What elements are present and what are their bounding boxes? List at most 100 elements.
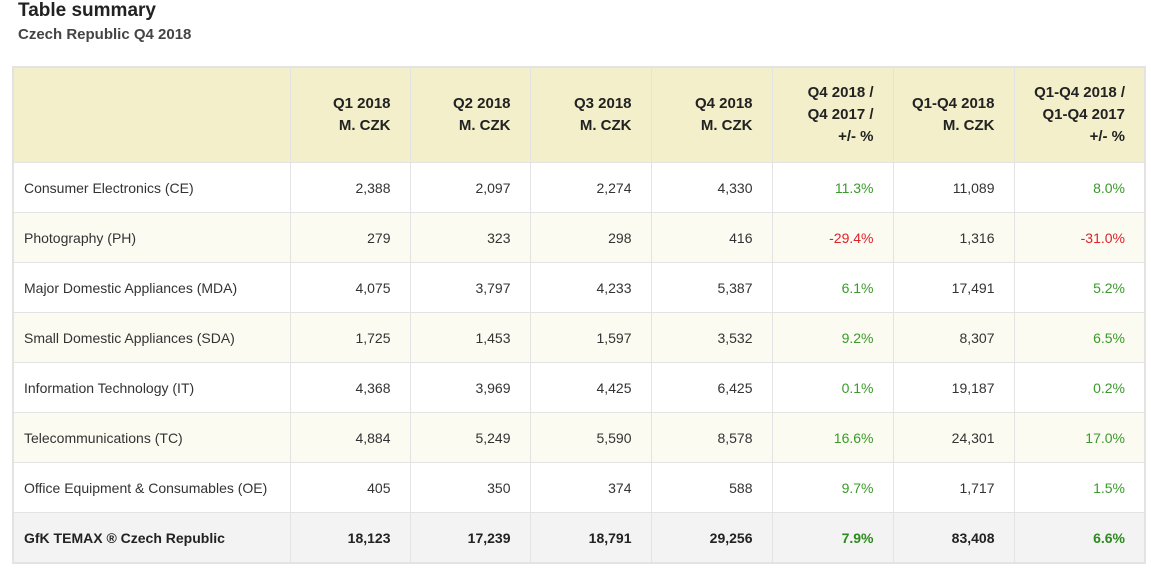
column-header-q3-2018: Q3 2018 M. CZK — [529, 66, 652, 163]
cell-q4-yoy-change: 16.6% — [771, 412, 894, 463]
column-header-text: Q4 2017 / — [807, 106, 874, 123]
cell-q2-2018: 1,453 — [409, 312, 531, 363]
cell-q2-2018: 5,249 — [409, 412, 531, 463]
table-row: Photography (PH) 279 323 298 416 -29.4% 1,316-… — [12, 212, 1146, 263]
cell-q4-yoy-change: -29.4% — [771, 212, 894, 263]
cell-q4-yoy-change: 9.2% — [771, 312, 894, 363]
cell-q1-q4-yoy-change: 0.2% — [1013, 362, 1146, 413]
column-header-text: Q1-Q4 2017 — [1042, 106, 1125, 123]
column-header-text: Q4 2018 / — [807, 84, 874, 101]
cell-q3-2018: 5,590 — [529, 412, 652, 463]
column-header-text: +/- % — [838, 128, 874, 145]
cell-q2-2018: 350 — [409, 462, 531, 513]
summary-table: Q1 2018 M. CZK Q2 2018 M. CZK Q3 2018 M. CZK Q… — [12, 66, 1146, 564]
cell-q1-q4-yoy-change: -31.0% — [1013, 212, 1146, 263]
column-header-text: M. CZK — [942, 117, 995, 134]
page-title: Table summary — [18, 0, 156, 21]
column-header-text: +/- % — [1089, 128, 1125, 145]
cell-q1-q4-yoy-change: 8.0% — [1013, 162, 1146, 213]
cell-q2-2018: 323 — [409, 212, 531, 263]
table-row: Consumer Electronics (CE) 2,388 2,097 2,274… — [12, 162, 1146, 213]
column-header-text: M. CZK — [700, 117, 753, 134]
cell-q4-yoy-change: 9.7% — [771, 462, 894, 513]
cell-q4-2018: 8,578 — [650, 412, 773, 463]
cell-q1-q4-2018: 11,089 — [892, 162, 1015, 213]
cell-category: Major Domestic Appliances (MDA) — [12, 262, 291, 313]
table-row: Information Technology (IT) 4,368 3,969 4,4… — [12, 362, 1146, 413]
cell-q1-2018: 279 — [289, 212, 411, 263]
column-header-category — [12, 66, 291, 163]
column-header-text: Q3 2018 — [573, 95, 632, 112]
cell-q2-2018: 2,097 — [409, 162, 531, 213]
column-header-text: Q1 2018 — [332, 95, 391, 112]
table-row: Small Domestic Appliances (SDA) 1,725 1,45… — [12, 312, 1146, 363]
total-row: GfK TEMAX ® Czech Republic 18,123 17,239 18… — [12, 512, 1146, 564]
column-header-text: Q4 2018 — [694, 95, 753, 112]
cell-q1-q4-2018: 83,408 — [892, 512, 1015, 564]
cell-q4-2018: 6,425 — [650, 362, 773, 413]
cell-q2-2018: 3,797 — [409, 262, 531, 313]
cell-q1-2018: 1,725 — [289, 312, 411, 363]
column-header-text: Q1-Q4 2018 / — [1034, 84, 1125, 101]
column-header-q4-2018: Q4 2018 M. CZK — [650, 66, 773, 163]
cell-category: Telecommunications (TC) — [12, 412, 291, 463]
cell-q3-2018: 4,233 — [529, 262, 652, 313]
column-header-text: Q2 2018 — [452, 95, 511, 112]
cell-q1-2018: 2,388 — [289, 162, 411, 213]
cell-q4-2018: 5,387 — [650, 262, 773, 313]
column-header-text: M. CZK — [579, 117, 632, 134]
cell-q1-2018: 4,075 — [289, 262, 411, 313]
cell-q4-yoy-change: 7.9% — [771, 512, 894, 564]
cell-q3-2018: 298 — [529, 212, 652, 263]
cell-q2-2018: 17,239 — [409, 512, 531, 564]
cell-q1-q4-yoy-change: 6.6% — [1013, 512, 1146, 564]
cell-q1-q4-yoy-change: 5.2% — [1013, 262, 1146, 313]
column-header-text: M. CZK — [458, 117, 511, 134]
cell-q1-q4-2018: 1,717 — [892, 462, 1015, 513]
cell-q4-yoy-change: 6.1% — [771, 262, 894, 313]
cell-category: Information Technology (IT) — [12, 362, 291, 413]
cell-q3-2018: 2,274 — [529, 162, 652, 213]
cell-q3-2018: 374 — [529, 462, 652, 513]
column-header-q2-2018: Q2 2018 M. CZK — [409, 66, 531, 163]
cell-q1-q4-yoy-change: 6.5% — [1013, 312, 1146, 363]
column-header-q1-q4-yoy-change: Q1-Q4 2018 / Q1-Q4 2017 +/- % — [1013, 66, 1146, 163]
cell-q3-2018: 4,425 — [529, 362, 652, 413]
cell-q4-2018: 4,330 — [650, 162, 773, 213]
table-row: Major Domestic Appliances (MDA) 4,075 3,79… — [12, 262, 1146, 313]
cell-q4-2018: 3,532 — [650, 312, 773, 363]
cell-category: Consumer Electronics (CE) — [12, 162, 291, 213]
cell-q1-2018: 405 — [289, 462, 411, 513]
cell-category: GfK TEMAX ® Czech Republic — [12, 512, 291, 564]
cell-q4-yoy-change: 0.1% — [771, 362, 894, 413]
cell-q1-q4-yoy-change: 17.0% — [1013, 412, 1146, 463]
table-row: Office Equipment & Consumables (OE) 405 35… — [12, 462, 1146, 513]
cell-q1-2018: 4,368 — [289, 362, 411, 413]
column-header-q1-q4-2018: Q1-Q4 2018 M. CZK — [892, 66, 1015, 163]
cell-q1-q4-2018: 1,316 — [892, 212, 1015, 263]
column-header-q4-yoy-change: Q4 2018 / Q4 2017 / +/- % — [771, 66, 894, 163]
cell-q3-2018: 18,791 — [529, 512, 652, 564]
cell-q4-2018: 416 — [650, 212, 773, 263]
cell-q4-2018: 29,256 — [650, 512, 773, 564]
cell-q1-q4-2018: 19,187 — [892, 362, 1015, 413]
header-row: Q1 2018 M. CZK Q2 2018 M. CZK Q3 2018 M. CZK Q… — [12, 66, 1146, 163]
cell-q1-q4-2018: 17,491 — [892, 262, 1015, 313]
column-header-text: M. CZK — [338, 117, 391, 134]
cell-q1-q4-2018: 24,301 — [892, 412, 1015, 463]
cell-q3-2018: 1,597 — [529, 312, 652, 363]
table-row: Telecommunications (TC) 4,884 5,249 5,590 8,… — [12, 412, 1146, 463]
cell-category: Office Equipment & Consumables (OE) — [12, 462, 291, 513]
cell-q2-2018: 3,969 — [409, 362, 531, 413]
cell-category: Photography (PH) — [12, 212, 291, 263]
cell-q1-2018: 18,123 — [289, 512, 411, 564]
cell-q1-q4-yoy-change: 1.5% — [1013, 462, 1146, 513]
column-header-text: Q1-Q4 2018 — [911, 95, 995, 112]
cell-q1-q4-2018: 8,307 — [892, 312, 1015, 363]
cell-q1-2018: 4,884 — [289, 412, 411, 463]
cell-q4-2018: 588 — [650, 462, 773, 513]
cell-category: Small Domestic Appliances (SDA) — [12, 312, 291, 363]
page-subtitle: Czech Republic Q4 2018 — [18, 26, 192, 43]
column-header-q1-2018: Q1 2018 M. CZK — [289, 66, 411, 163]
cell-q4-yoy-change: 11.3% — [771, 162, 894, 213]
